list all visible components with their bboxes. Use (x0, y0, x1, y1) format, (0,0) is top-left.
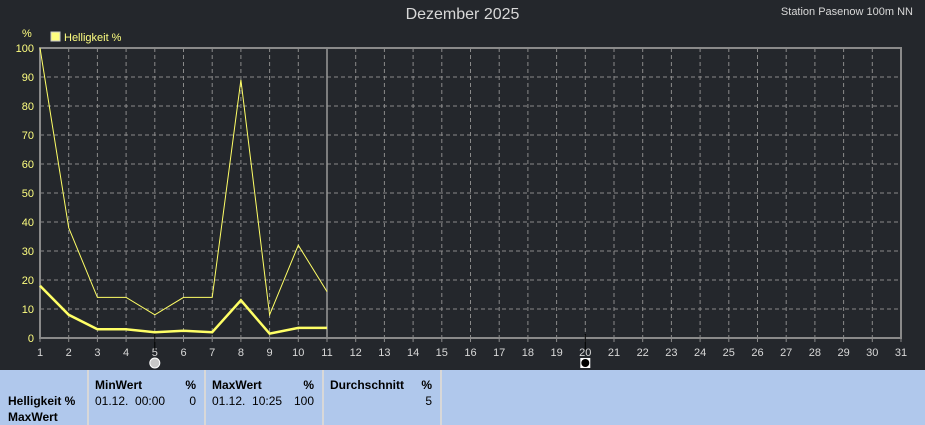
x-tick-label: 17 (493, 347, 505, 359)
x-tick-label: 6 (180, 347, 186, 359)
x-tick-label: 8 (238, 347, 244, 359)
x-tick-label: 15 (436, 347, 448, 359)
x-tick-label: 27 (780, 347, 792, 359)
chart-title: Dezember 2025 (405, 6, 520, 23)
x-tick-label: 10 (292, 347, 304, 359)
max-value: 100 (293, 394, 314, 408)
x-tick-label: 13 (378, 347, 390, 359)
x-tick-label: 19 (550, 347, 562, 359)
y-tick-label: 0 (28, 333, 34, 345)
min-time: 01.12. 00:00 (95, 394, 166, 408)
x-tick-label: 12 (350, 347, 362, 359)
moon-marker (581, 359, 590, 367)
y-axis-unit: % (22, 28, 32, 40)
x-tick-label: 21 (608, 347, 620, 359)
x-tick-label: 9 (267, 347, 273, 359)
x-tick-label: 25 (723, 347, 735, 359)
station-label: Station Pasenow 100m NN (780, 6, 913, 18)
x-tick-label: 2 (66, 347, 72, 359)
avg-header: Durchschnitt (330, 378, 405, 392)
y-tick-label: 20 (22, 275, 34, 287)
min-header: MinWert (95, 378, 143, 392)
y-tick-label: 80 (22, 101, 34, 113)
stats-panel: Helligkeit % MaxWert MinWert % 01.12. 00… (0, 370, 925, 425)
x-tick-label: 7 (209, 347, 215, 359)
x-tick-label: 24 (694, 347, 706, 359)
x-tick-label: 20 (579, 347, 591, 359)
y-tick-label: 10 (22, 304, 34, 316)
max-column: MaxWert % 01.12. 10:25 100 (206, 370, 324, 425)
series-sublabel: MaxWert (8, 410, 58, 424)
x-tick-label: 4 (123, 347, 129, 359)
y-tick-label: 90 (22, 72, 34, 84)
plot-frame (39, 47, 902, 339)
y-tick-label: 50 (22, 188, 34, 200)
x-tick-label: 16 (464, 347, 476, 359)
x-tick-label: 3 (94, 347, 100, 359)
x-tick-label: 31 (895, 347, 907, 359)
x-tick-label: 1 (37, 347, 43, 359)
avg-column: Durchschnitt % 5 (324, 370, 442, 425)
series-label: Helligkeit % (8, 394, 76, 408)
x-tick-label: 28 (809, 347, 821, 359)
y-tick-label: 100 (16, 43, 34, 55)
x-tick-label: 5 (152, 347, 158, 359)
avg-unit: % (421, 378, 432, 392)
max-time: 01.12. 10:25 (212, 394, 283, 408)
x-tick-label: 18 (522, 347, 534, 359)
min-value: 0 (189, 394, 196, 408)
max-unit: % (303, 378, 314, 392)
legend-label: Helligkeit % (64, 32, 122, 44)
y-tick-label: 40 (22, 217, 34, 229)
y-tick-label: 30 (22, 246, 34, 258)
x-tick-label: 30 (866, 347, 878, 359)
x-tick-label: 11 (321, 347, 332, 359)
max-header: MaxWert (212, 378, 262, 392)
legend-swatch (50, 31, 61, 42)
x-tick-label: 29 (837, 347, 849, 359)
y-tick-label: 60 (22, 159, 34, 171)
x-tick-label: 22 (637, 347, 649, 359)
min-unit: % (185, 378, 196, 392)
avg-value: 5 (425, 394, 432, 408)
min-column: MinWert % 01.12. 00:00 0 (89, 370, 206, 425)
x-tick-label: 14 (407, 347, 419, 359)
y-tick-label: 70 (22, 130, 34, 142)
x-tick-label: 26 (751, 347, 763, 359)
today-marker (149, 357, 161, 369)
x-tick-label: 23 (665, 347, 677, 359)
